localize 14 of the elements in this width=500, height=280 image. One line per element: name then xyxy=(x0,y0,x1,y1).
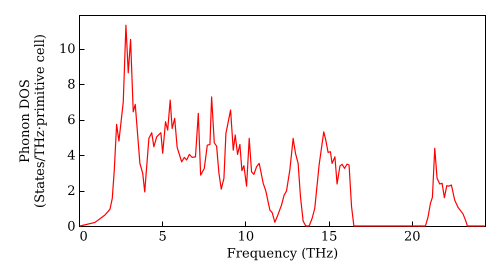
y-tick-label: 0 xyxy=(67,220,76,234)
x-tick-label: 15 xyxy=(320,230,338,244)
line-series xyxy=(79,24,486,227)
x-axis-title: Frequency (THz) xyxy=(226,246,338,262)
x-tick-label: 10 xyxy=(238,230,254,244)
x-tick-label: 20 xyxy=(404,230,421,244)
y-tick-label: 6 xyxy=(67,113,76,128)
x-tick-label: 5 xyxy=(158,230,167,244)
y-axis-title: Phonon DOS (States/THz·primitive cell) xyxy=(18,34,48,208)
y-tick-label: 10 xyxy=(58,42,76,58)
x-tick-label: 0 xyxy=(80,230,88,244)
y-tick-label: 4 xyxy=(67,148,76,164)
y-tick-label: 8 xyxy=(67,78,76,93)
y-tick-label: 2 xyxy=(67,184,76,200)
